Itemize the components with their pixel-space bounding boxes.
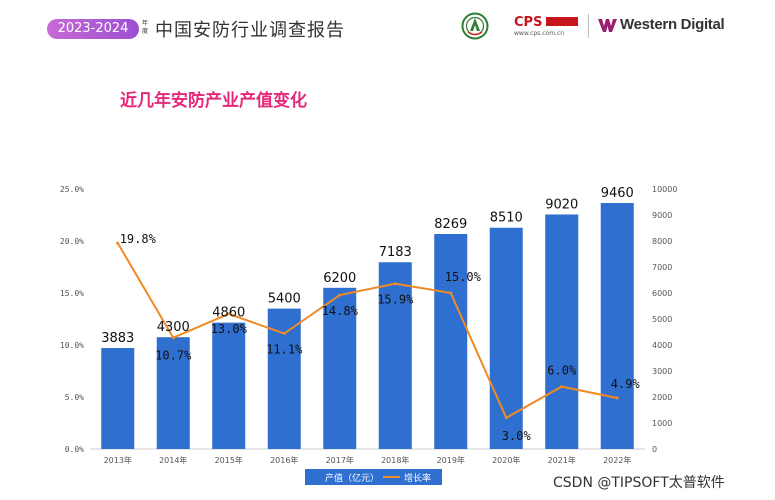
chart-title: 近几年安防产业产值变化 (120, 91, 307, 111)
bar (267, 308, 301, 449)
growth-rate-label: 15.9% (377, 293, 414, 307)
left-axis-tick-label: 20.0% (60, 237, 84, 246)
bar-value-label: 5400 (268, 292, 301, 307)
cps-logo: CPS www.cps.com.cn (514, 15, 578, 37)
growth-rate-point (116, 241, 120, 245)
bar-value-label: 8510 (490, 211, 523, 226)
x-axis-tick-label: 2018年 (381, 455, 409, 465)
growth-rate-label: 10.7% (155, 349, 192, 363)
watermark: CSDN @TIPSOFT太普软件 (553, 475, 725, 491)
bar (600, 203, 634, 449)
x-axis-tick-label: 2015年 (215, 455, 243, 465)
x-axis-tick-label: 2022年 (603, 455, 631, 465)
growth-rate-label: 11.1% (266, 343, 303, 357)
growth-rate-point (560, 385, 564, 389)
growth-rate-line (116, 242, 618, 420)
bar-value-label: 7183 (379, 245, 412, 260)
x-axis-tick-label: 2021年 (548, 455, 576, 465)
right-axis-tick-label: 6000 (652, 289, 672, 298)
left-axis-tick-label: 0.0% (65, 445, 84, 454)
growth-rate-point (615, 396, 619, 400)
growth-rate-point (171, 336, 175, 340)
growth-rate-point (393, 282, 397, 286)
bar-value-label: 4860 (212, 306, 245, 321)
bar-value-label: 6200 (323, 271, 356, 286)
growth-rate-label: 15.0% (445, 270, 482, 284)
growth-rate-label: 19.8% (120, 232, 157, 246)
left-axis-tick-label: 10.0% (60, 341, 84, 350)
bar-value-label: 3883 (101, 331, 134, 346)
bar-value-label: 4300 (157, 320, 190, 335)
report-header: 2023-2024 年度 中国安防行业调查报告 CPS www.cps.com.… (0, 0, 775, 56)
growth-rate-point (282, 332, 286, 336)
right-axis-tick-label: 4000 (652, 341, 672, 350)
right-axis-tick-label: 1000 (652, 419, 672, 428)
bar (545, 214, 579, 449)
x-axis-tick-label: 2019年 (437, 455, 465, 465)
legend-label-line: 增长率 (404, 472, 431, 484)
bar (212, 322, 246, 449)
right-axis-tick-label: 0 (652, 445, 657, 454)
x-axis-tick-label: 2013年 (104, 455, 132, 465)
left-axis-tick-label: 25.0% (60, 185, 84, 194)
growth-rate-point (504, 416, 508, 420)
bar-value-label: 9020 (545, 197, 578, 212)
association-emblem-icon (461, 12, 489, 40)
report-title: 中国安防行业调查报告 (155, 20, 345, 41)
growth-rate-point (338, 293, 342, 297)
bar (156, 337, 190, 449)
bar (101, 348, 135, 449)
growth-rate-point (227, 312, 231, 316)
growth-rate-label: 14.8% (322, 304, 359, 318)
annual-mark: 年度 (142, 20, 149, 35)
bar (378, 262, 412, 449)
bar-value-label: 8269 (434, 217, 467, 232)
growth-rate-point (449, 291, 453, 295)
right-axis-tick-label: 2000 (652, 393, 672, 402)
bar (434, 234, 468, 449)
right-axis-tick-label: 9000 (652, 211, 672, 220)
right-axis-tick-label: 3000 (652, 367, 672, 376)
bar-value-label: 9460 (601, 186, 634, 201)
growth-rate-label: 6.0% (547, 364, 577, 378)
growth-rate-label: 13.0% (211, 322, 248, 336)
right-axis-tick-label: 10000 (652, 185, 677, 194)
legend-label-bar: 产值（亿元） (325, 472, 379, 484)
right-axis-tick-label: 5000 (652, 315, 672, 324)
header-divider (588, 14, 589, 38)
legend-box (305, 469, 442, 485)
bar (323, 287, 357, 449)
cps-url: www.cps.com.cn (514, 30, 564, 37)
x-axis-tick-label: 2014年 (159, 455, 187, 465)
x-axis-tick-label: 2020年 (492, 455, 520, 465)
right-axis-tick-label: 8000 (652, 237, 672, 246)
western-digital-brand: Western Digital (620, 16, 725, 33)
x-axis-tick-label: 2017年 (326, 455, 354, 465)
left-axis-tick-label: 5.0% (65, 393, 84, 402)
growth-rate-label: 4.9% (611, 377, 641, 391)
growth-rate-label: 3.0% (502, 429, 532, 443)
western-digital-logo-icon (598, 19, 617, 32)
right-axis-tick-label: 7000 (652, 263, 672, 272)
cps-brand: CPS (514, 15, 542, 30)
left-axis-tick-label: 15.0% (60, 289, 84, 298)
year-range-badge: 2023-2024 (47, 19, 139, 39)
x-axis-tick-label: 2016年 (270, 455, 298, 465)
